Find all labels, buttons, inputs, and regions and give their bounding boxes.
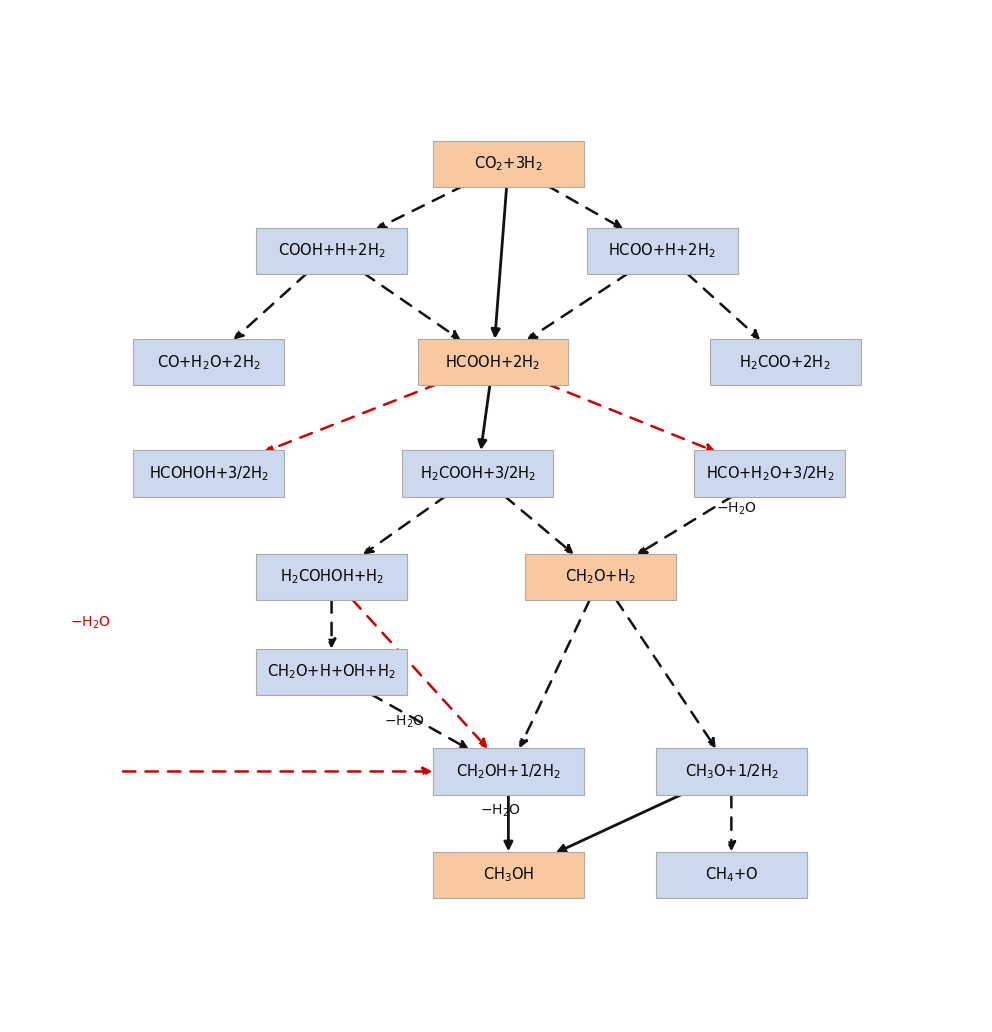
- Text: HCOOH+2H$_2$: HCOOH+2H$_2$: [445, 353, 541, 372]
- Text: $-$H$_2$O: $-$H$_2$O: [70, 614, 111, 631]
- FancyBboxPatch shape: [434, 140, 583, 187]
- FancyBboxPatch shape: [256, 228, 407, 275]
- FancyBboxPatch shape: [434, 851, 583, 898]
- FancyBboxPatch shape: [403, 450, 553, 496]
- Text: CO+H$_2$O+2H$_2$: CO+H$_2$O+2H$_2$: [157, 353, 261, 372]
- Text: HCOO+H+2H$_2$: HCOO+H+2H$_2$: [608, 241, 716, 260]
- FancyBboxPatch shape: [256, 649, 407, 696]
- Text: CH$_2$O+H$_2$: CH$_2$O+H$_2$: [565, 568, 636, 586]
- Text: CH$_3$O+1/2H$_2$: CH$_3$O+1/2H$_2$: [684, 762, 778, 781]
- Text: CH$_3$OH: CH$_3$OH: [483, 866, 534, 884]
- FancyBboxPatch shape: [656, 748, 806, 795]
- FancyBboxPatch shape: [133, 340, 284, 385]
- Text: HCO+H$_2$O+3/2H$_2$: HCO+H$_2$O+3/2H$_2$: [705, 464, 834, 483]
- Text: H$_2$COHOH+H$_2$: H$_2$COHOH+H$_2$: [280, 568, 384, 586]
- Text: HCOHOH+3/2H$_2$: HCOHOH+3/2H$_2$: [149, 464, 269, 483]
- Text: COOH+H+2H$_2$: COOH+H+2H$_2$: [278, 241, 385, 260]
- FancyBboxPatch shape: [133, 450, 284, 496]
- Text: CO$_2$+3H$_2$: CO$_2$+3H$_2$: [474, 154, 543, 173]
- FancyBboxPatch shape: [710, 340, 860, 385]
- Text: CH$_2$O+H+OH+H$_2$: CH$_2$O+H+OH+H$_2$: [267, 663, 396, 681]
- Text: $-$H$_2$O: $-$H$_2$O: [480, 803, 521, 819]
- FancyBboxPatch shape: [434, 748, 583, 795]
- Text: CH$_4$+O: CH$_4$+O: [704, 866, 758, 884]
- Text: H$_2$COO+2H$_2$: H$_2$COO+2H$_2$: [739, 353, 831, 372]
- FancyBboxPatch shape: [418, 340, 568, 385]
- Text: $-$H$_2$O: $-$H$_2$O: [384, 713, 425, 730]
- Text: $-$H$_2$O: $-$H$_2$O: [716, 502, 757, 517]
- FancyBboxPatch shape: [256, 554, 407, 600]
- FancyBboxPatch shape: [656, 851, 806, 898]
- FancyBboxPatch shape: [694, 450, 845, 496]
- Text: H$_2$COOH+3/2H$_2$: H$_2$COOH+3/2H$_2$: [420, 464, 536, 483]
- FancyBboxPatch shape: [526, 554, 676, 600]
- Text: CH$_2$OH+1/2H$_2$: CH$_2$OH+1/2H$_2$: [456, 762, 560, 781]
- FancyBboxPatch shape: [587, 228, 737, 275]
